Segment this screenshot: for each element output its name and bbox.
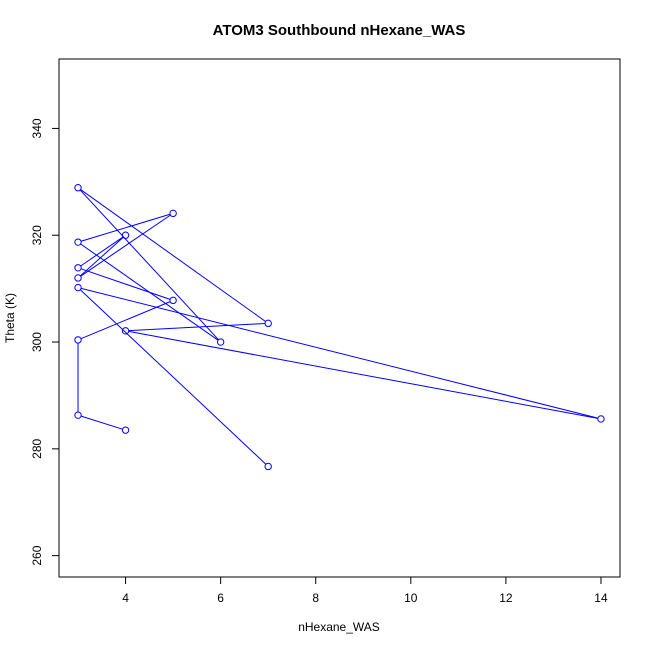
y-tick-label: 300 bbox=[30, 332, 44, 352]
series-line-segment bbox=[80, 301, 171, 340]
data-point bbox=[597, 415, 605, 423]
series-line-segment bbox=[128, 323, 266, 332]
data-point bbox=[264, 319, 272, 328]
x-tick-label: 4 bbox=[122, 591, 129, 605]
x-tick-label: 12 bbox=[499, 591, 513, 605]
series-line-segment bbox=[80, 236, 124, 277]
y-tick-label: 340 bbox=[30, 118, 44, 138]
x-tick-label: 14 bbox=[594, 591, 608, 605]
series-layer bbox=[74, 183, 605, 471]
x-tick-label: 6 bbox=[217, 591, 224, 605]
data-point bbox=[216, 338, 225, 346]
series-line-segment bbox=[80, 415, 123, 430]
x-axis: 4 6 8 10 12 14 bbox=[122, 576, 608, 605]
series-line-segment bbox=[128, 330, 598, 419]
x-tick-label: 8 bbox=[312, 591, 319, 605]
plot-frame bbox=[58, 58, 621, 578]
series-line-segment bbox=[79, 189, 219, 341]
y-tick-label: 260 bbox=[30, 545, 44, 565]
data-point bbox=[121, 426, 130, 434]
series-line-segment bbox=[80, 189, 266, 322]
series-line-segment bbox=[80, 243, 219, 341]
data-point bbox=[169, 296, 177, 305]
data-point bbox=[121, 231, 130, 239]
x-axis-label: nHexane_WAS bbox=[298, 620, 380, 634]
data-point bbox=[264, 462, 272, 471]
data-point bbox=[74, 183, 82, 192]
x-tick-label: 10 bbox=[404, 591, 418, 605]
data-point bbox=[74, 238, 82, 246]
y-axis-label: Theta (K) bbox=[3, 293, 17, 343]
data-point bbox=[74, 264, 82, 272]
y-axis: 260 280 300 320 340 bbox=[30, 118, 60, 566]
chart-title: ATOM3 Southbound nHexane_WAS bbox=[213, 22, 466, 39]
data-point bbox=[74, 411, 82, 419]
data-point bbox=[74, 283, 82, 292]
series-line-segment bbox=[80, 268, 171, 300]
series-line-segment bbox=[80, 289, 267, 465]
series-line-segment bbox=[80, 236, 124, 267]
series-line-segment bbox=[80, 287, 599, 419]
y-tick-label: 320 bbox=[30, 225, 44, 245]
data-point bbox=[121, 327, 130, 335]
series-line-segment bbox=[80, 213, 171, 242]
data-point bbox=[74, 274, 82, 282]
y-tick-label: 280 bbox=[30, 439, 44, 459]
data-point bbox=[169, 209, 177, 218]
data-point bbox=[74, 336, 82, 344]
series-line-segment bbox=[80, 214, 171, 277]
